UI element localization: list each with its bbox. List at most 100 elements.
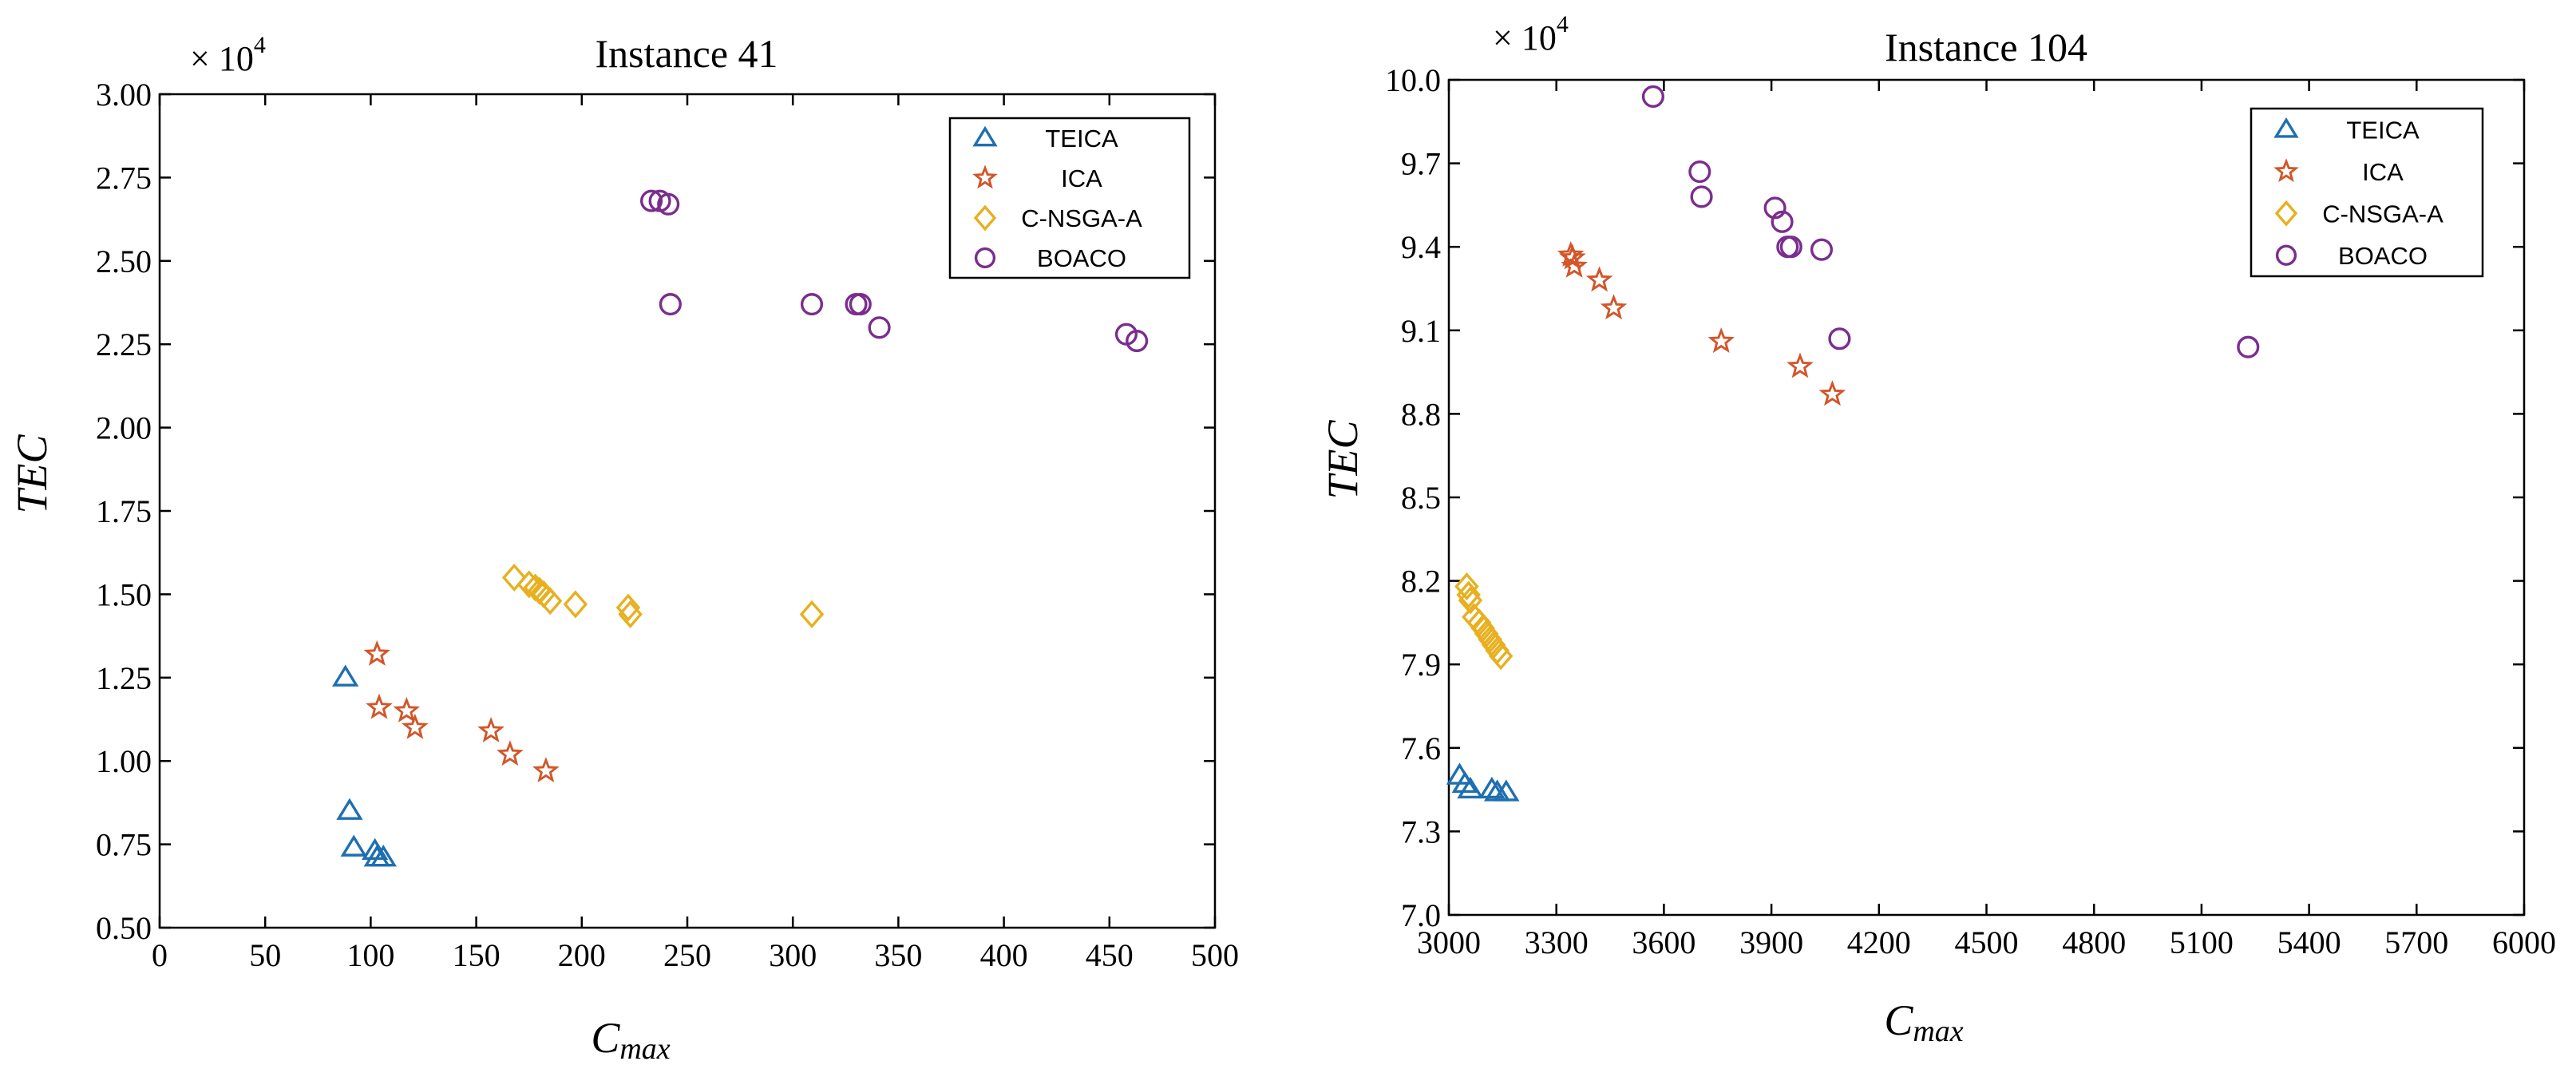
data-point — [659, 293, 682, 316]
y-tick-label: 10.0 — [1385, 62, 1441, 98]
y-tick-label: 0.50 — [96, 910, 152, 946]
x-tick-label: 3600 — [1632, 924, 1696, 960]
x-tick-label: 100 — [346, 937, 394, 973]
x-tick-label: 5400 — [2277, 924, 2341, 960]
data-point — [1126, 329, 1149, 353]
legend-label: C-NSGA-A — [2322, 200, 2443, 228]
plot-area: 0 50 100 150 200 250 300 350 400 450 500 0.50 0.75 1.… — [96, 77, 1239, 973]
x-tick-label: 3900 — [1739, 924, 1803, 960]
data-point — [1810, 238, 1834, 261]
data-point — [1585, 266, 1613, 292]
data-point — [1787, 352, 1814, 378]
data-point — [800, 293, 824, 316]
y-tick-label: 2.00 — [96, 410, 152, 446]
y-tick-label: 7.9 — [1401, 647, 1441, 683]
y-tick-label: 9.1 — [1401, 313, 1441, 349]
data-point — [1478, 776, 1506, 799]
data-point — [849, 293, 872, 316]
x-tick-label: 150 — [453, 937, 501, 973]
data-point — [402, 713, 429, 739]
x-tick-label: 4200 — [1847, 924, 1911, 960]
y-tick-label: 3.00 — [96, 77, 152, 113]
series-teica — [1446, 762, 1520, 802]
legend-label: BOACO — [1037, 244, 1126, 272]
legend-label: ICA — [1061, 164, 1102, 192]
data-point — [516, 570, 541, 599]
y-tick-label: 2.25 — [96, 327, 152, 362]
series-ica — [1557, 241, 1846, 406]
legend-marker — [974, 247, 996, 269]
x-tick-label: 500 — [1191, 937, 1239, 973]
legend-marker — [2273, 158, 2299, 183]
data-point — [362, 837, 389, 861]
x-tick-label: 6000 — [2492, 924, 2556, 960]
y-tick-label: 1.50 — [96, 576, 152, 612]
x-tick-label: 50 — [249, 937, 281, 973]
series-teica — [331, 664, 397, 867]
y-tick-label: 8.8 — [1401, 396, 1441, 432]
y-tick-label: 8.5 — [1401, 480, 1441, 516]
x-tick-label: 250 — [663, 937, 711, 973]
series-c-nsga-a — [501, 563, 825, 628]
y-tick-label: 1.25 — [96, 660, 152, 696]
series-c-nsga-a — [1454, 572, 1514, 671]
data-point — [615, 593, 641, 622]
data-point — [1763, 196, 1787, 220]
y-tick-label: 7.0 — [1401, 897, 1441, 933]
data-point — [1600, 294, 1628, 320]
chart-title: Instance 104 — [1885, 25, 2087, 69]
data-point — [1458, 586, 1483, 615]
y-multiplier: × 104 — [190, 32, 266, 78]
y-tick-label: 9.4 — [1401, 229, 1441, 265]
series-boaco — [1641, 85, 2260, 358]
data-point — [1456, 580, 1481, 609]
legend-marker — [2273, 117, 2299, 138]
legend-marker — [972, 125, 998, 147]
data-point — [1557, 241, 1585, 267]
data-point — [1771, 210, 1794, 233]
data-point — [2237, 335, 2260, 358]
x-axis-label: Cmax — [591, 1014, 670, 1065]
y-tick-label: 7.6 — [1401, 730, 1441, 766]
data-point — [799, 600, 825, 628]
x-tick-label: 4500 — [1955, 924, 2019, 960]
data-point — [340, 834, 367, 857]
data-point — [1488, 642, 1514, 671]
data-point — [640, 189, 663, 212]
legend-label: BOACO — [2338, 242, 2428, 270]
series-ica — [363, 639, 560, 783]
data-point — [497, 740, 524, 766]
y-tick-label: 0.75 — [96, 827, 152, 863]
data-point — [501, 563, 527, 592]
data-point — [366, 693, 393, 719]
y-tick-label: 8.2 — [1401, 564, 1441, 600]
x-tick-label: 200 — [558, 937, 606, 973]
data-point — [363, 639, 391, 666]
x-tick-label: 350 — [874, 937, 922, 973]
legend-label: ICA — [2362, 158, 2404, 186]
series-boaco — [640, 189, 1149, 353]
legend-label: C-NSGA-A — [1021, 204, 1142, 232]
data-point — [537, 587, 563, 616]
data-point — [1688, 160, 1711, 184]
y-axis-label: TEC — [1319, 420, 1367, 500]
x-tick-label: 300 — [769, 937, 817, 973]
data-point — [336, 798, 363, 820]
data-point — [1561, 252, 1588, 278]
x-tick-label: 5100 — [2170, 924, 2234, 960]
y-multiplier: × 104 — [1493, 11, 1569, 57]
plot-area: 3000 3300 3600 3900 4200 4500 4800 5100 5400 5700… — [1385, 62, 2556, 960]
data-point — [1779, 236, 1802, 259]
chart-instance-104: Instance 104 × 104 TEC Cmax 3000 3300 3600… — [1319, 11, 2556, 1048]
data-point — [1818, 380, 1846, 406]
legend: TEICA ICA C-NSGA-A BOACO — [948, 117, 1191, 279]
x-tick-label: 450 — [1086, 937, 1134, 973]
y-tick-label: 1.75 — [96, 493, 152, 529]
legend-label: TEICA — [2346, 116, 2420, 144]
data-point — [1828, 327, 1851, 350]
x-tick-label: 0 — [152, 937, 168, 973]
data-point — [1457, 776, 1484, 799]
x-tick-label: 3300 — [1525, 924, 1589, 960]
data-point — [532, 757, 560, 783]
data-point — [1641, 85, 1664, 108]
